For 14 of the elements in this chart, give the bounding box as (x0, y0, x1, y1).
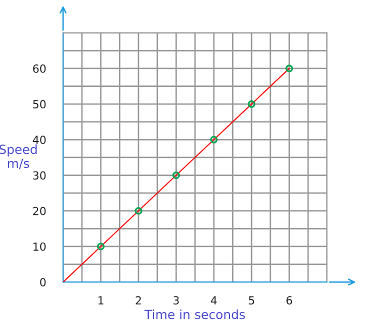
y-tick-label: 0 (40, 278, 46, 286)
x-tick-label: 1 (98, 296, 104, 304)
x-tick-label: 3 (173, 296, 179, 305)
x-tick-label: 4 (210, 296, 217, 304)
x-tick-label: 6 (286, 296, 292, 305)
y-tick-label: 10 (34, 242, 46, 251)
y-tick-label: 30 (33, 171, 46, 180)
x-tick-label: 2 (136, 296, 141, 304)
y-tick-label: 20 (33, 206, 46, 216)
y-tick-label: 40 (32, 136, 46, 144)
y-tick-label: 60 (33, 64, 46, 73)
y-tick-label: 50 (33, 100, 46, 108)
x-tick-label: 5 (248, 296, 254, 305)
x-axis-title: Time in seconds (144, 309, 245, 320)
